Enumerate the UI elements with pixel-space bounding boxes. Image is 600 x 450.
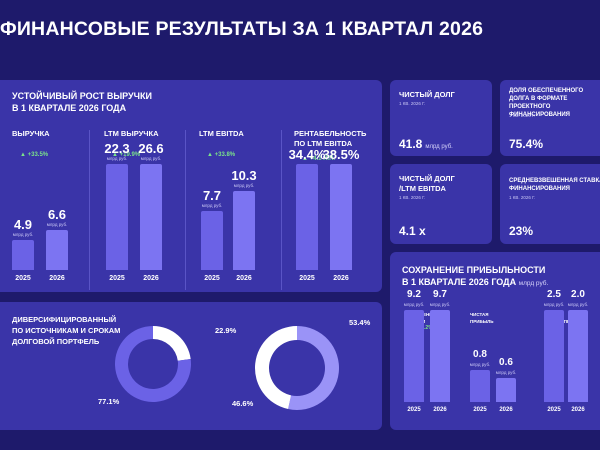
avg-rate-card: СРЕДНЕВЗВЕШЕННАЯ СТАВКА ФИНАНСИРОВАНИЯ 1… <box>500 164 600 244</box>
net-debt-ebitda-title: ЧИСТЫЙ ДОЛГ /LTM EBITDA <box>399 174 455 194</box>
avg-rate-title-line2: ФИНАНСИРОВАНИЯ <box>509 186 570 192</box>
secured-debt-card: ДОЛЯ ОБЕСПЕЧЕННОГО ДОЛГА В ФОРМАТЕ ПРОЕК… <box>500 80 600 156</box>
secured-debt-title-line1: ДОЛЯ ОБЕСПЕЧЕННОГО <box>509 88 584 94</box>
revenue-growth-title: УСТОЙЧИВЫЙ РОСТ ВЫРУЧКИ В 1 КВАРТАЛЕ 202… <box>12 90 152 114</box>
debt-portfolio-title-line3: ДОЛГОВОЙ ПОРТФЕЛЬ <box>12 337 100 346</box>
avg-rate-value: 23% <box>509 224 534 238</box>
profitability-title: СОХРАНЕНИЕ ПРИБЫЛЬНОСТИ В 1 КВАРТАЛЕ 202… <box>402 264 548 290</box>
net-debt-ebitda-title-line2: /LTM EBITDA <box>399 184 446 193</box>
profitability-title-line2-text: В 1 КВАРТАЛЕ 2026 ГОДА <box>402 277 517 287</box>
debt-portfolio-title: ДИВЕРСИФИЦИРОВАННЫЙ ПО ИСТОЧНИКАМ И СРОК… <box>12 314 120 347</box>
divider-2 <box>185 130 186 290</box>
secured-debt-title-line3: ФИНАНСИРОВАНИЯ <box>509 112 570 118</box>
avg-rate-sub: 1 КВ. 2026 Г. <box>509 195 536 200</box>
net-debt-number: 41.8 <box>399 137 423 151</box>
divider-1 <box>89 130 90 290</box>
avg-rate-title-line1: СРЕДНЕВЗВЕШЕННАЯ СТАВКА <box>509 178 600 184</box>
debt-portfolio-panel: ДИВЕРСИФИЦИРОВАННЫЙ ПО ИСТОЧНИКАМ И СРОК… <box>0 302 382 430</box>
net-debt-ebitda-title-line1: ЧИСТЫЙ ДОЛГ <box>399 174 455 183</box>
net-debt-ebitda-sub: 1 КВ. 2026 Г. <box>399 195 426 200</box>
net-debt-unit: млрд руб. <box>425 144 453 150</box>
net-debt-value: 41.8 млрд руб. <box>399 137 453 151</box>
secured-debt-sub: 1 КВ. 2026 Г. <box>509 113 536 118</box>
debt-portfolio-title-line1: ДИВЕРСИФИЦИРОВАННЫЙ <box>12 315 117 324</box>
revenue-growth-panel: УСТОЙЧИВЫЙ РОСТ ВЫРУЧКИ В 1 КВАРТАЛЕ 202… <box>0 80 382 292</box>
secured-debt-title-line2: ДОЛГА В ФОРМАТЕ ПРОЕКТНОГО <box>509 96 568 110</box>
debt-portfolio-title-line2: ПО ИСТОЧНИКАМ И СРОКАМ <box>12 326 121 335</box>
secured-debt-value: 75.4% <box>509 137 544 151</box>
net-debt-sub: 1 КВ. 2026 Г. <box>399 101 426 106</box>
profitability-title-line1: СОХРАНЕНИЕ ПРИБЫЛЬНОСТИ <box>402 265 546 275</box>
profitability-title-unit: млрд руб. <box>518 280 549 287</box>
revenue-growth-title-line1: УСТОЙЧИВЫЙ РОСТ ВЫРУЧКИ <box>12 91 152 101</box>
divider-3 <box>281 130 282 290</box>
page-title: ФИНАНСОВЫЕ РЕЗУЛЬТАТЫ ЗА 1 КВАРТАЛ 2026 <box>0 18 484 40</box>
profitability-title-line2: В 1 КВАРТАЛЕ 2026 ГОДА млрд руб. <box>402 276 548 290</box>
avg-rate-title: СРЕДНЕВЗВЕШЕННАЯ СТАВКА ФИНАНСИРОВАНИЯ <box>509 177 600 193</box>
revenue-growth-title-line2: В 1 КВАРТАЛЕ 2026 ГОДА <box>12 103 127 113</box>
net-debt-ebitda-card: ЧИСТЫЙ ДОЛГ /LTM EBITDA 1 КВ. 2026 Г. 4.… <box>390 164 492 244</box>
secured-debt-title: ДОЛЯ ОБЕСПЕЧЕННОГО ДОЛГА В ФОРМАТЕ ПРОЕК… <box>509 87 600 119</box>
net-debt-card: ЧИСТЫЙ ДОЛГ 1 КВ. 2026 Г. 41.8 млрд руб. <box>390 80 492 156</box>
net-debt-title: ЧИСТЫЙ ДОЛГ <box>399 90 455 99</box>
profitability-panel: СОХРАНЕНИЕ ПРИБЫЛЬНОСТИ В 1 КВАРТАЛЕ 202… <box>390 252 600 430</box>
net-debt-ebitda-value: 4.1 x <box>399 224 426 238</box>
